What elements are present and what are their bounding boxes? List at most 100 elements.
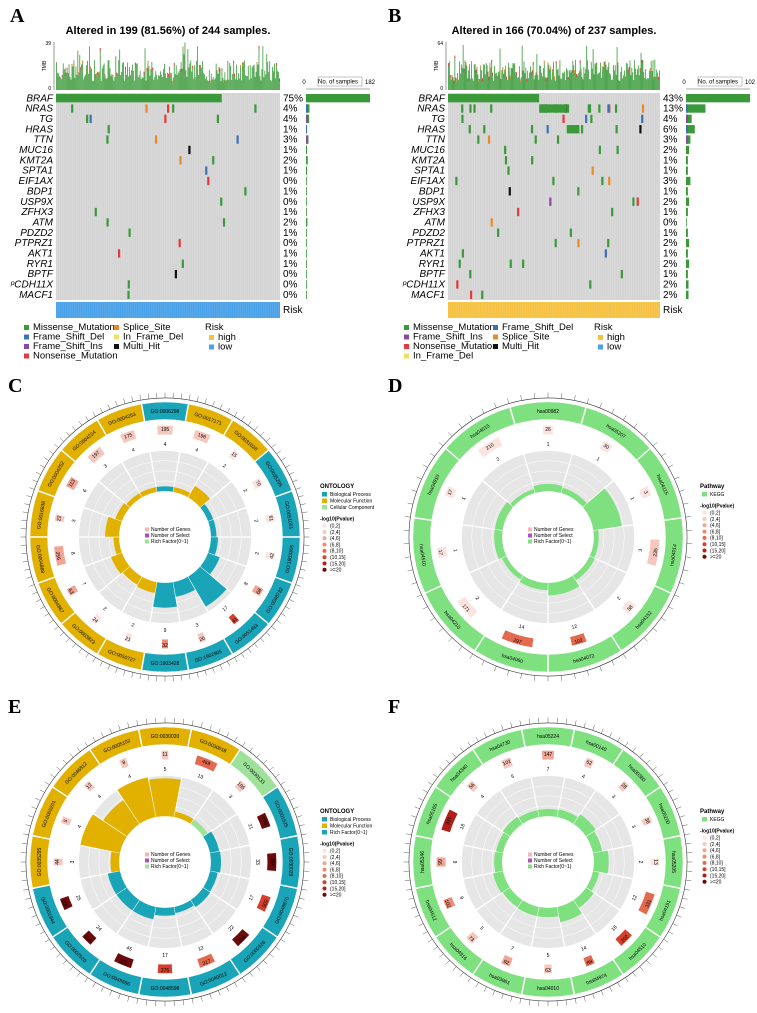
tmb-bar: [94, 74, 96, 90]
tmb-bar: [65, 72, 67, 90]
scale-tick: [507, 398, 510, 404]
sample-count-bar: [306, 259, 307, 268]
scale-tick: [276, 619, 281, 624]
gene-count-bar: [443, 897, 456, 910]
tmb-bar-top: [81, 64, 83, 68]
tmb-bar: [542, 76, 543, 90]
scale-tick: [643, 637, 648, 642]
center-legend-label: Number of Select: [534, 533, 573, 539]
tmb-bar: [254, 76, 256, 90]
tmb-bar: [68, 64, 70, 90]
tmb-bar: [595, 63, 597, 90]
rich-factor-bar: [149, 778, 181, 817]
tmb-bar: [262, 46, 264, 90]
tmb-bar: [235, 79, 236, 90]
scale-tick: [85, 416, 89, 421]
legend-title: ONTOLOGY: [320, 809, 354, 815]
tmb-bar: [466, 65, 468, 90]
select-count-label: 2: [474, 596, 480, 602]
tmb-bar: [468, 70, 470, 90]
tmb-bar-top: [567, 76, 569, 80]
scale-tick: [433, 946, 438, 951]
tmb-bar: [142, 77, 144, 90]
tmb-bar-top: [547, 62, 549, 66]
center-legend-label: Number of Select: [151, 533, 190, 539]
tmb-bar: [504, 69, 506, 90]
gene-count-bar: [618, 780, 630, 792]
scale-tick: [39, 931, 45, 935]
tmb-bar: [110, 75, 112, 90]
tmb-bar: [117, 73, 119, 90]
tmb-bar: [75, 66, 77, 90]
tmb-bar-top: [504, 69, 506, 73]
scale-tick: [92, 982, 96, 988]
tmb-bar: [195, 77, 197, 90]
term-sector: [38, 450, 76, 497]
tmb-bar: [244, 75, 246, 90]
scale-tick: [301, 888, 307, 891]
tmb-bar: [137, 77, 139, 90]
tmb-bar: [127, 62, 128, 90]
mutation-cell: [522, 259, 525, 268]
scale-tick: [263, 759, 268, 764]
gene-count-label: 32: [162, 643, 168, 649]
gene-count-bar: [583, 757, 595, 769]
sample-count-bar-part: [686, 114, 688, 124]
tmb-bar: [91, 68, 92, 90]
scale-tick: [407, 569, 413, 572]
tmb-bar: [172, 77, 174, 90]
mutation-cell: [607, 238, 610, 248]
pvalue-label: (8,10]: [710, 536, 723, 542]
pvalue-swatch: [322, 536, 327, 541]
tmb-bar-top: [522, 70, 524, 74]
tmb-bar-top: [639, 68, 641, 72]
scale-tick: [565, 718, 568, 725]
rich-factor-bar: [494, 529, 507, 560]
scale-tick: [285, 464, 291, 468]
scale-tick: [617, 982, 621, 988]
tmb-bar: [85, 74, 87, 90]
tmb-bar: [181, 68, 183, 90]
rich-factor-grid: [101, 798, 123, 820]
tmb-bar: [459, 73, 461, 90]
tmb-bar: [570, 72, 572, 90]
scale-tick: [685, 556, 692, 558]
scale-tick: [661, 617, 666, 621]
rich-factor-grid: [506, 925, 533, 937]
tmb-bar: [649, 68, 651, 90]
gene-percent: 1%: [283, 145, 298, 156]
gene-count-label: 41: [231, 616, 239, 624]
tmb-bar: [241, 80, 242, 90]
scale-tick: [32, 591, 38, 595]
rich-factor-grid: [482, 494, 498, 527]
gene-count-label: 8: [122, 760, 127, 767]
scale-tick: [266, 437, 271, 442]
scale-tick: [599, 402, 602, 408]
pvalue-swatch: [702, 535, 707, 540]
gene-count-bar: [650, 858, 660, 866]
tmb-bar-top: [192, 65, 194, 69]
term-sector: [138, 976, 192, 998]
select-count-label: 17: [248, 894, 256, 902]
rich-factor-grid: [471, 847, 474, 877]
tmb-bar: [463, 68, 465, 90]
tmb-bar: [62, 63, 64, 90]
sample-count-bar: [686, 125, 695, 134]
tmb-bar: [619, 80, 621, 90]
scale-tick: [658, 773, 663, 778]
center-circle: [510, 499, 586, 575]
term-sector: [223, 612, 269, 654]
rich-factor-grid: [598, 529, 605, 560]
select-count-label: 3: [610, 794, 616, 800]
scale-tick: [481, 660, 485, 666]
rich-factor-grid: [612, 849, 615, 875]
rich-factor-grid: [229, 849, 232, 875]
gene-count-bar: [234, 780, 247, 793]
select-count-label: 4: [131, 447, 136, 454]
tmb-bar-top: [233, 60, 235, 64]
tmb-bar: [272, 66, 274, 90]
scale-tick: [22, 560, 29, 563]
scale-tick: [298, 495, 304, 498]
gene-count-label: 5: [63, 818, 70, 823]
